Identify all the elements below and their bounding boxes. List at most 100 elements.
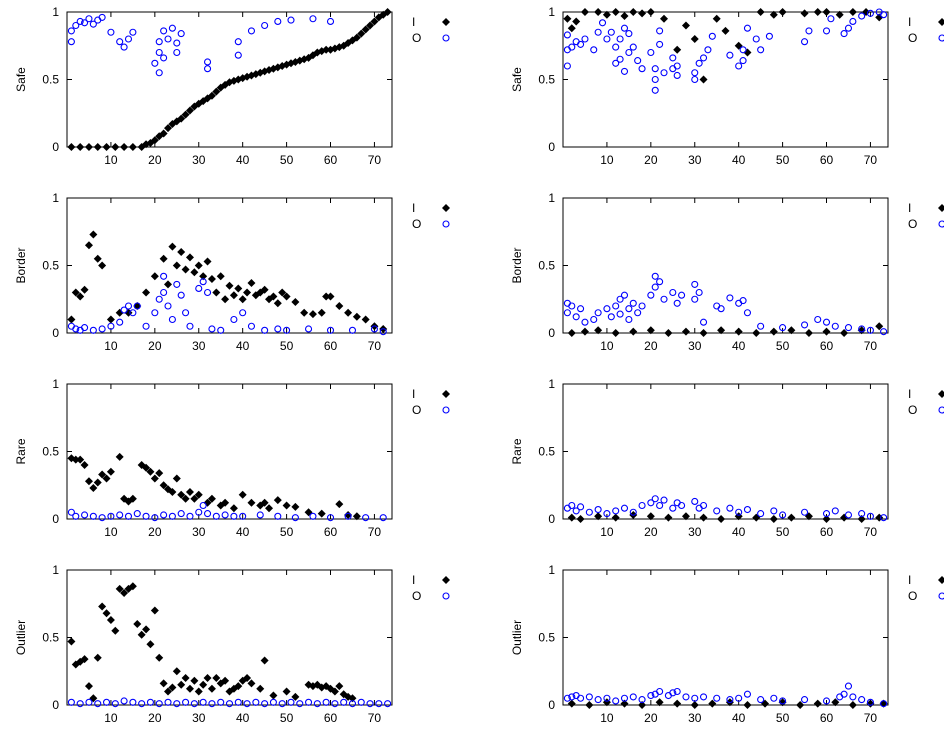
x-tick-label: 20 (644, 711, 658, 725)
data-point-diamond (93, 254, 102, 263)
data-point-diamond (93, 478, 102, 487)
y-tick-label: 1 (52, 563, 59, 577)
data-point-circle (160, 288, 168, 297)
data-point-diamond (76, 455, 85, 464)
data-point-circle (72, 21, 80, 30)
legend-marker-diamond (938, 390, 944, 398)
data-point-diamond (778, 8, 787, 16)
data-point-diamond (291, 692, 300, 701)
data-point-circle (182, 309, 190, 317)
data-point-circle (120, 697, 128, 705)
data-point-circle (822, 697, 831, 705)
data-point-circle (603, 35, 611, 43)
data-point-circle (107, 28, 115, 36)
data-point-diamond (344, 308, 353, 317)
data-point-circle (577, 503, 585, 511)
data-point-diamond (352, 33, 361, 42)
data-point-circle (81, 324, 89, 332)
data-point-circle (168, 315, 176, 324)
data-point-circle (625, 30, 633, 38)
data-point-circle (638, 696, 646, 704)
data-point-circle (366, 700, 374, 708)
data-point-diamond (594, 8, 603, 16)
data-point-diamond (822, 327, 831, 336)
y-tick-label: 1 (52, 5, 59, 19)
data-point-circle (831, 507, 839, 515)
data-point-diamond (84, 477, 93, 486)
data-point-diamond (168, 683, 177, 692)
data-point-circle (85, 698, 93, 706)
data-point-circle (155, 700, 163, 708)
data-point-circle (577, 40, 585, 48)
data-point-circle (660, 69, 668, 77)
data-point-circle (234, 698, 242, 706)
data-point-diamond (181, 110, 190, 119)
data-point-circle (647, 499, 655, 507)
data-point-circle (612, 302, 620, 310)
data-point-diamond (743, 701, 752, 709)
data-point-circle (651, 272, 659, 280)
data-point-diamond (734, 41, 743, 50)
data-point-diamond (207, 275, 216, 283)
x-tick-label: 30 (688, 711, 702, 725)
data-point-circle (577, 694, 585, 702)
data-point-diamond (159, 481, 168, 490)
data-point-diamond (813, 8, 822, 16)
data-point-diamond (594, 512, 603, 521)
data-point-circle (590, 46, 598, 54)
data-point-circle (173, 280, 181, 288)
data-point-circle (827, 15, 835, 23)
data-point-circle (625, 305, 633, 313)
data-point-circle (89, 326, 97, 334)
data-point-circle (594, 696, 602, 704)
y-tick-label: 1 (548, 563, 555, 577)
data-point-diamond (247, 679, 256, 688)
data-point-diamond (857, 326, 866, 335)
data-point-diamond (585, 701, 594, 709)
data-point-diamond (862, 8, 871, 16)
data-point-diamond (212, 288, 221, 297)
x-tick-label: 30 (192, 339, 206, 353)
data-point-diamond (361, 25, 370, 34)
data-point-circle (89, 20, 97, 28)
x-tick-label: 10 (104, 153, 118, 167)
data-point-circle (656, 278, 664, 286)
x-tick-label: 50 (776, 153, 790, 167)
data-point-diamond (185, 684, 194, 693)
data-point-diamond (89, 230, 98, 239)
data-point-circle (186, 322, 194, 330)
data-point-circle (309, 512, 317, 520)
data-point-circle (678, 501, 686, 510)
data-point-diamond (221, 295, 230, 304)
data-point-diamond (120, 588, 129, 597)
data-point-circle (225, 700, 234, 708)
y-tick-label: 1 (548, 377, 555, 391)
x-tick-label: 10 (600, 339, 614, 353)
data-point-circle (844, 682, 853, 690)
data-point-diamond (835, 10, 844, 19)
y-tick-label: 0.5 (538, 73, 555, 87)
data-point-circle (234, 38, 242, 46)
series-i (67, 8, 392, 151)
x-tick-label: 50 (776, 711, 790, 725)
data-point-diamond (155, 469, 164, 478)
data-point-circle (726, 504, 734, 512)
data-point-diamond (177, 490, 186, 499)
y-tick-label: 0 (52, 140, 59, 154)
legend-label-o: O (908, 403, 917, 417)
data-point-diamond (813, 699, 822, 708)
data-point-diamond (857, 515, 866, 523)
x-tick-label: 40 (236, 339, 250, 353)
data-point-circle (866, 698, 874, 706)
data-point-circle (199, 698, 207, 706)
data-point-circle (691, 75, 699, 84)
y-tick-label: 1 (548, 5, 555, 19)
plot-frame (66, 569, 393, 706)
data-point-circle (76, 17, 84, 26)
data-point-diamond (611, 329, 620, 337)
legend-marker-circle (442, 592, 450, 600)
data-point-circle (309, 15, 317, 23)
data-point-diamond (304, 508, 313, 517)
data-point-diamond (98, 602, 107, 611)
data-point-circle (801, 508, 809, 516)
